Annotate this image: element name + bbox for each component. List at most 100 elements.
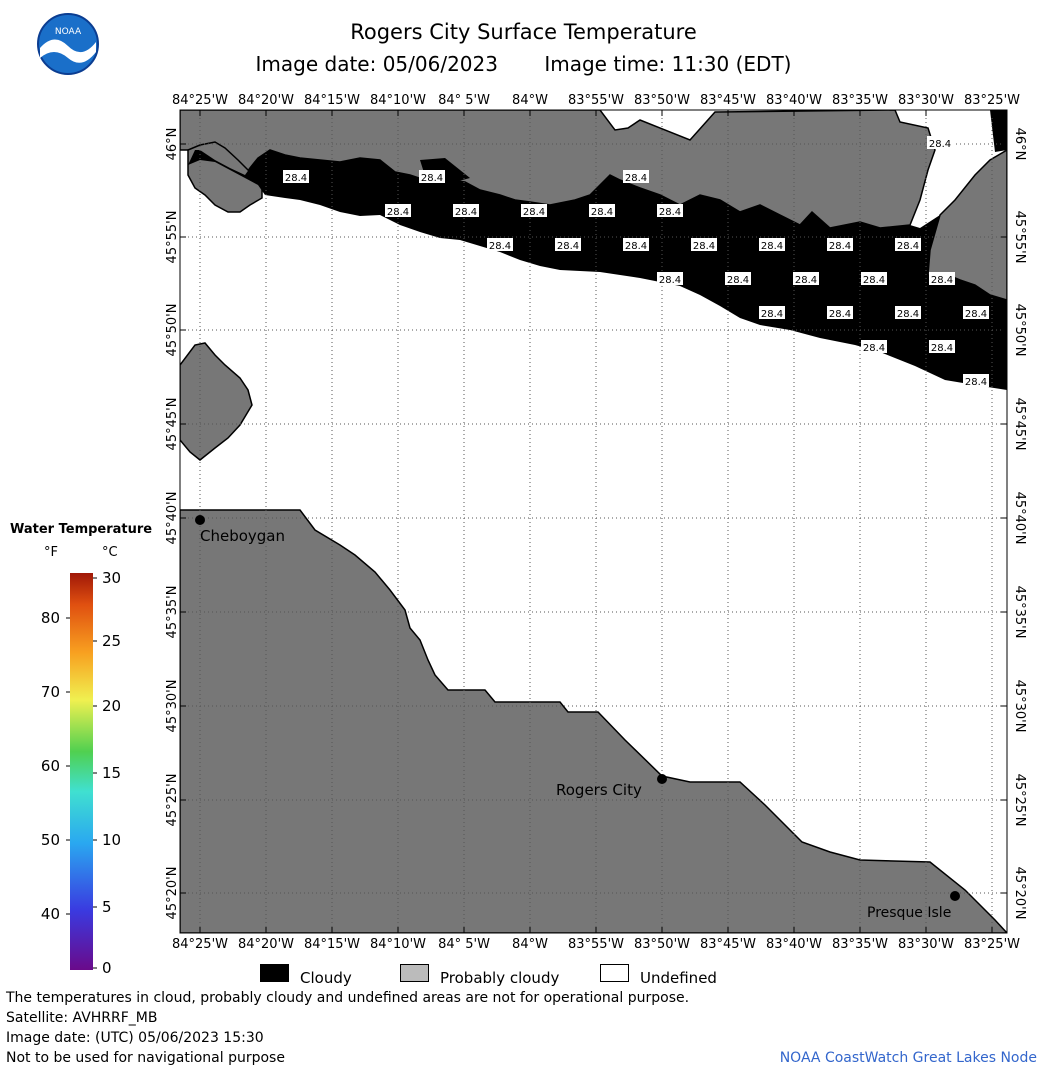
lon-label-bottom: 83°55'W <box>568 937 624 952</box>
temp-label-box <box>487 238 513 251</box>
lat-label-right: 45°30'N <box>1012 680 1027 733</box>
temp-label-box <box>283 170 309 183</box>
lat-label-right: 45°25'N <box>1012 774 1027 827</box>
celsius-tick: 10 <box>102 831 121 849</box>
lat-label-right: 45°50'N <box>1012 304 1027 357</box>
temp-label: 28.4 <box>965 309 987 320</box>
label-undefined: Undefined <box>640 969 717 987</box>
fahrenheit-tick: 50 <box>41 831 60 849</box>
cloud-band-right <box>990 110 1007 152</box>
temp-label: 28.4 <box>285 173 307 184</box>
lon-label-top: 83°35'W <box>832 93 888 108</box>
temp-label-box <box>521 204 547 217</box>
lon-label-bottom: 83°40'W <box>766 937 822 952</box>
city-label-cheboygan: Cheboygan <box>200 527 285 545</box>
lon-label-top: 84° 5'W <box>438 93 490 108</box>
temp-label-box <box>963 374 989 387</box>
land-south-shore <box>180 509 1007 933</box>
temp-label: 28.4 <box>863 275 885 286</box>
temp-label: 28.4 <box>795 275 817 286</box>
lon-label-top: 84°15'W <box>304 93 360 108</box>
lon-label-top: 83°50'W <box>634 93 690 108</box>
lon-label-top: 84°10'W <box>370 93 426 108</box>
lat-label-left: 45°25'N <box>165 774 180 827</box>
celsius-tick: 20 <box>102 697 121 715</box>
city-marker-presque-isle[interactable] <box>950 891 960 901</box>
celsius-tick: 0 <box>102 959 112 977</box>
lat-label-right: 46°N <box>1012 128 1027 161</box>
lon-label-top: 83°40'W <box>766 93 822 108</box>
lat-label-left: 45°45'N <box>165 398 180 451</box>
temp-label-box <box>589 204 615 217</box>
fahrenheit-tick: 60 <box>41 757 60 775</box>
temp-label: 28.4 <box>931 275 953 286</box>
noaa-logo: NOAA <box>37 13 99 75</box>
city-marker-cheboygan[interactable] <box>195 515 205 525</box>
temp-label-box <box>759 238 785 251</box>
temp-label-box <box>623 238 649 251</box>
latitude-labels-left: 46°N 45°55'N 45°50'N 45°45'N 45°40'N 45°35'N 4… <box>165 128 180 920</box>
latitude-labels-right: 46°N 45°55'N 45°50'N 45°45'N 45°40'N 45°35'N 4… <box>1012 128 1027 920</box>
temp-label-box <box>657 272 683 285</box>
temp-label-box <box>861 340 887 353</box>
temp-label-box <box>555 238 581 251</box>
temp-label-box <box>793 272 819 285</box>
lat-label-left: 45°40'N <box>165 492 180 545</box>
map-frame <box>179 109 1008 934</box>
temp-label-box <box>963 306 989 319</box>
temp-label: 28.4 <box>387 207 409 218</box>
city-marker-rogers-city[interactable] <box>657 774 667 784</box>
land-west-point <box>180 342 253 461</box>
lon-label-top: 83°45'W <box>700 93 756 108</box>
temp-label: 28.4 <box>625 241 647 252</box>
lon-label-bottom: 84°25'W <box>172 937 228 952</box>
lon-label-bottom: 83°25'W <box>964 937 1020 952</box>
temp-label-box <box>453 204 479 217</box>
lon-label-top: 83°55'W <box>568 93 624 108</box>
celsius-tick: 15 <box>102 764 121 782</box>
image-date: Image date: 05/06/2023 <box>255 52 498 76</box>
temp-label: 28.4 <box>659 207 681 218</box>
temp-label: 28.4 <box>829 309 851 320</box>
longitude-labels-top: 84°25'W 84°20'W 84°15'W 84°10'W 84° 5'W 84°W 8… <box>172 93 1020 108</box>
lon-label-bottom: 84°15'W <box>304 937 360 952</box>
temp-label-box <box>827 306 853 319</box>
temp-label: 28.4 <box>897 241 919 252</box>
legend-unit-f: °F <box>44 545 58 560</box>
lon-label-bottom: 83°35'W <box>832 937 888 952</box>
image-time: Image time: 11:30 (EDT) <box>544 52 792 76</box>
city-markers: Cheboygan Rogers City Presque Isle <box>195 515 960 921</box>
lon-label-bottom: 83°30'W <box>898 937 954 952</box>
fahrenheit-tick: 40 <box>41 905 60 923</box>
temp-label: 28.4 <box>625 173 647 184</box>
lat-label-left: 45°55'N <box>165 211 180 264</box>
temp-label-box <box>927 136 953 149</box>
satellite-text: Satellite: AVHRRF_MB <box>6 1010 158 1026</box>
temp-label-box <box>385 204 411 217</box>
lon-label-top: 83°30'W <box>898 93 954 108</box>
temp-label-box <box>861 272 887 285</box>
temp-label-box <box>623 170 649 183</box>
celsius-tick: 5 <box>102 898 112 916</box>
disclaimer-text: The temperatures in cloud, probably clou… <box>6 990 690 1006</box>
credit-text[interactable]: NOAA CoastWatch Great Lakes Node <box>779 1050 1037 1066</box>
temp-label-box <box>929 340 955 353</box>
temp-label: 28.4 <box>761 309 783 320</box>
lat-label-right: 45°45'N <box>1012 398 1027 451</box>
image-datetime: Image date: 05/06/2023 Image time: 11:30… <box>0 52 1047 76</box>
swatch-probably-cloudy <box>400 964 429 982</box>
celsius-tick: 25 <box>102 632 121 650</box>
lat-label-left: 45°20'N <box>165 867 180 920</box>
temp-label: 28.4 <box>659 275 681 286</box>
lon-label-bottom: 83°45'W <box>700 937 756 952</box>
temp-label: 28.4 <box>489 241 511 252</box>
label-probably-cloudy: Probably cloudy <box>440 969 560 987</box>
fahrenheit-tick: 70 <box>41 683 60 701</box>
lat-label-right: 45°35'N <box>1012 586 1027 639</box>
temp-label-box <box>691 238 717 251</box>
temp-label-box <box>827 238 853 251</box>
temp-label: 28.4 <box>931 343 953 354</box>
temp-label-box <box>895 238 921 251</box>
